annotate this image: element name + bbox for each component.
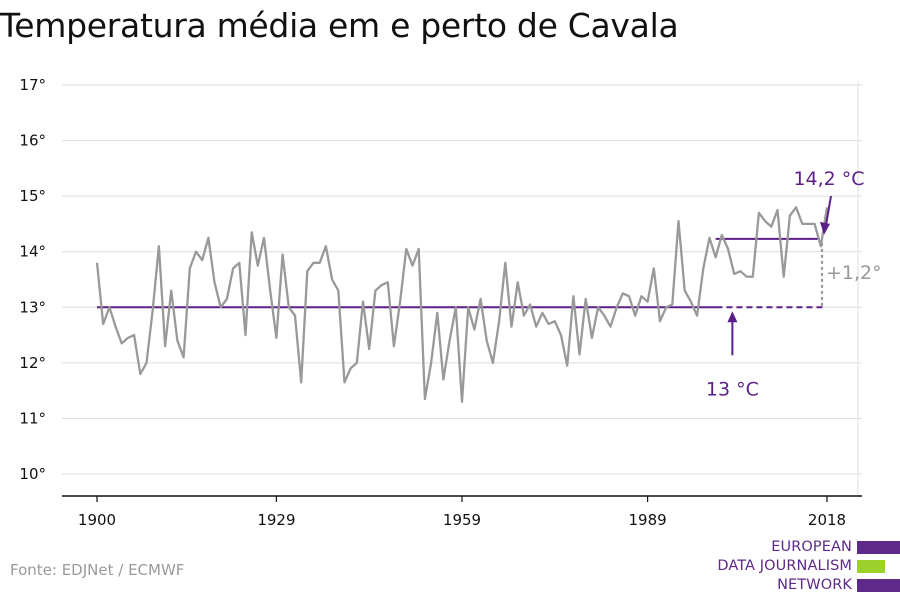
x-tick-label: 2018: [808, 511, 846, 529]
y-tick-label: 16°: [19, 132, 46, 150]
logo-bar-purple-top: [857, 541, 900, 554]
logo-line-1: EUROPEAN: [771, 539, 852, 555]
x-tick-label: 1989: [628, 511, 666, 529]
temperature-series-line: [95, 206, 829, 403]
logo-line-3: NETWORK: [777, 577, 852, 593]
recent-arrow-head: [820, 221, 830, 235]
logo-line-2: DATA JOURNALISM: [717, 558, 852, 574]
y-tick-label: 14°: [19, 243, 46, 261]
recent-arrow-shaft: [825, 195, 832, 226]
chart-title: Temperatura média em e perto de Cavala: [0, 6, 679, 45]
y-tick-label: 13°: [19, 298, 46, 316]
source-note: Fonte: EDJNet / ECMWF: [10, 561, 185, 579]
recent-label: 14,2 °C: [793, 168, 864, 190]
series-layer: [95, 206, 829, 403]
y-tick-label: 17°: [19, 76, 46, 94]
y-tick-label: 15°: [19, 187, 46, 205]
x-axis: 1900 1929 1959 1989 2018: [62, 495, 862, 529]
y-axis-tick-labels: 10° 11° 12° 13° 14° 15° 16° 17°: [19, 76, 46, 483]
edjnet-logo: EUROPEAN DATA JOURNALISM NETWORK: [700, 537, 900, 600]
reference-lines: [97, 237, 824, 309]
y-tick-label: 10°: [19, 465, 46, 483]
logo-bar-purple-bottom: [857, 579, 900, 592]
x-tick-label: 1929: [257, 511, 295, 529]
baseline-label: 13 °C: [706, 378, 759, 400]
baseline-arrow-head: [727, 311, 738, 323]
change-label: +1,2°: [826, 262, 882, 284]
x-tick-label: 1900: [78, 511, 116, 529]
logo-bar-green: [857, 560, 885, 573]
x-tick-label: 1959: [443, 511, 481, 529]
y-tick-label: 11°: [19, 409, 46, 427]
annotations: 13 °C 14,2 °C +1,2°: [706, 168, 882, 400]
y-tick-label: 12°: [19, 354, 46, 372]
gridlines: [62, 82, 862, 496]
